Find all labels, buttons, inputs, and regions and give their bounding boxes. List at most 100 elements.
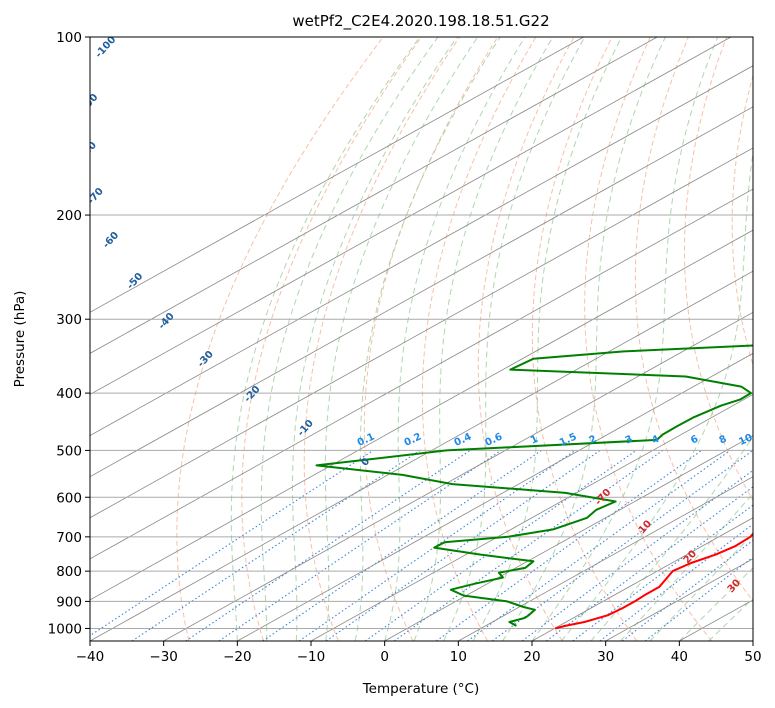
isotherm <box>163 311 753 641</box>
x-tick-label: 50 <box>744 649 761 665</box>
mixing-ratio-label: 6 <box>689 434 700 447</box>
y-tick-label: 400 <box>56 386 82 402</box>
profiles <box>315 344 753 630</box>
dry-adiabat-label: -10 <box>296 418 316 439</box>
dry-adiabat <box>241 37 422 641</box>
moist-adiabat <box>324 37 479 641</box>
dry-adiabat-label: 0 <box>359 456 372 469</box>
x-tick-label: 40 <box>671 649 688 665</box>
mixing-ratio-label: 10 <box>737 432 754 448</box>
dry-adiabat-label: -80 <box>79 140 99 161</box>
dry-adiabat-label: -90 <box>80 92 100 113</box>
isotherm <box>90 65 753 437</box>
dry-adiabat-label: -70 <box>86 186 106 207</box>
isotherm <box>90 37 732 395</box>
y-tick-label: 700 <box>56 530 82 546</box>
plot-frame <box>89 36 754 642</box>
isotherm-label: 30 <box>726 577 744 595</box>
x-tick-label: 10 <box>450 649 467 665</box>
moist-adiabat <box>590 435 753 641</box>
mixing-ratio-label: 4 <box>650 434 661 447</box>
mixing-ratio-line <box>131 449 421 641</box>
dry-adiabat <box>421 37 537 641</box>
mixing-ratio-label: 0.2 <box>403 431 424 448</box>
x-tick-label: −10 <box>297 649 326 665</box>
dry-adiabat <box>363 37 499 641</box>
moist-adiabat <box>502 37 666 641</box>
dry-adiabat <box>303 37 460 641</box>
moist-adiabat <box>260 37 439 641</box>
dry-adiabat-label: -50 <box>125 271 145 292</box>
dry-adiabat-label: -40 <box>157 311 177 332</box>
moist-adiabat <box>620 492 753 641</box>
x-tick-label: 30 <box>597 649 614 665</box>
mixing-ratio-line <box>467 449 731 641</box>
y-axis-label: Pressure (hPa) <box>12 291 28 388</box>
x-tick-label: 20 <box>523 649 540 665</box>
x-axis: −40 −30 −20 −10 0 10 20 30 40 50 <box>76 641 762 665</box>
mixing-ratio-label: 0.6 <box>483 431 504 448</box>
profile-line <box>554 532 753 630</box>
x-tick-label: −20 <box>223 649 252 665</box>
dry-adiabat <box>176 37 384 641</box>
y-axis: 100 200 300 400 500 600 700 800 900 1000 <box>48 30 90 637</box>
y-tick-label: 800 <box>56 564 82 580</box>
y-tick-label: 500 <box>56 443 82 459</box>
moist-adiabat <box>708 597 753 641</box>
mixing-ratio-line <box>90 449 374 637</box>
y-tick-label: 1000 <box>48 621 82 637</box>
isotherm <box>531 517 753 641</box>
mixing-ratio-line <box>644 556 753 641</box>
moist-adiabat <box>561 150 753 641</box>
isotherm <box>90 270 753 641</box>
x-axis-label: Temperature (°C) <box>362 681 480 697</box>
y-tick-label: 300 <box>56 312 82 328</box>
isotherm <box>458 476 753 641</box>
moist-adiabat <box>413 37 554 641</box>
isotherm <box>90 229 753 601</box>
x-tick-label: −40 <box>76 649 105 665</box>
mixing-ratio-line <box>622 539 753 641</box>
mixing-ratio-label: 1.5 <box>558 431 579 448</box>
moist-adiabat <box>292 37 458 641</box>
mixing-ratio-label: 3 <box>624 434 635 447</box>
moist-adiabat <box>649 533 753 641</box>
moist-adiabat <box>230 37 421 641</box>
mixing-ratio-line <box>364 449 637 641</box>
mixing-ratio-label: 0.4 <box>453 431 474 448</box>
isotherm <box>237 352 753 641</box>
moist-adiabat <box>531 37 719 641</box>
mixing-ratio-line <box>436 449 703 641</box>
isotherm <box>90 188 753 560</box>
dry-adiabat <box>531 37 638 641</box>
y-tick-label: 600 <box>56 490 82 506</box>
dry-adiabat <box>683 37 753 502</box>
isotherm-label: 20 <box>682 548 700 566</box>
dry-adiabat-label: -60 <box>101 230 121 251</box>
moist-adiabat <box>384 37 526 641</box>
isotherm <box>90 147 753 519</box>
mixing-ratio-label: 1 <box>529 434 540 447</box>
dry-adiabat <box>731 74 753 367</box>
mixing-ratio-label: 2 <box>587 434 598 447</box>
moist-adiabat <box>354 37 501 641</box>
profile-line <box>315 344 753 627</box>
isotherm <box>90 37 658 354</box>
x-tick-label: 0 <box>380 649 389 665</box>
y-tick-label: 100 <box>56 30 82 46</box>
isotherm <box>384 435 753 641</box>
isotherm <box>90 106 753 478</box>
moist-adiabat <box>472 37 623 641</box>
dry-adiabat <box>634 37 753 602</box>
y-tick-label: 200 <box>56 208 82 224</box>
mixing-ratio-label: 8 <box>718 434 729 447</box>
x-tick-label: −30 <box>149 649 178 665</box>
isotherm <box>752 640 753 641</box>
moist-adiabat <box>443 37 586 641</box>
isotherm <box>310 394 753 641</box>
dry-adiabat-label: -100 <box>93 34 118 60</box>
isotherm <box>90 37 584 313</box>
y-tick-label: 900 <box>56 594 82 610</box>
chart-title: wetPf2_C2E4.2020.198.18.51.G22 <box>292 12 549 31</box>
